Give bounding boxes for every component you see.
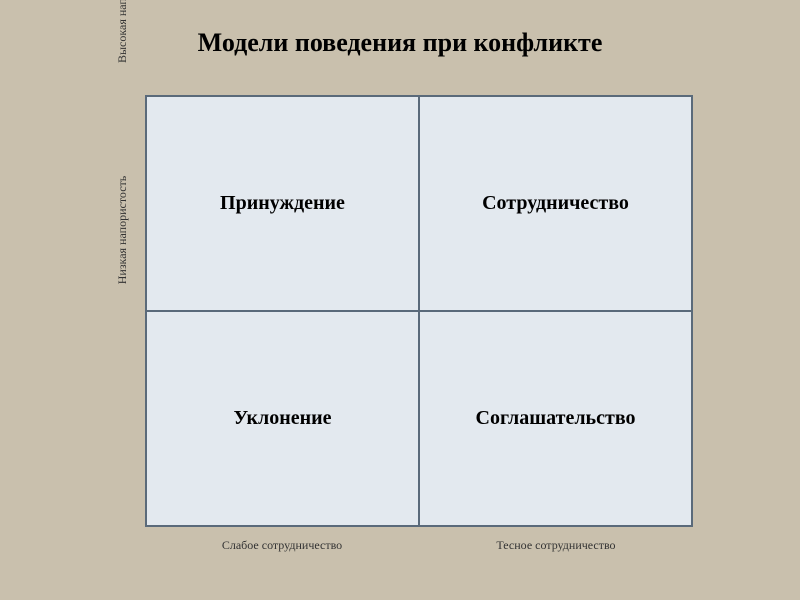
quadrant-top-right: Сотрудничество xyxy=(419,96,692,311)
quadrant-bottom-left: Уклонение xyxy=(146,311,419,526)
matrix-container: Принуждение Сотрудничество Уклонение Сог… xyxy=(145,95,693,527)
quadrant-top-left: Принуждение xyxy=(146,96,419,311)
y-axis-label-bottom: Низкая напористость xyxy=(115,130,130,330)
x-axis-label-right: Тесное сотрудничество xyxy=(419,538,693,553)
conflict-matrix: Принуждение Сотрудничество Уклонение Сог… xyxy=(145,95,693,527)
quadrant-bottom-right: Соглашательство xyxy=(419,311,692,526)
y-axis-label-top: Высокая напористость xyxy=(115,0,130,105)
x-axis-label-left: Слабое сотрудничество xyxy=(145,538,419,553)
